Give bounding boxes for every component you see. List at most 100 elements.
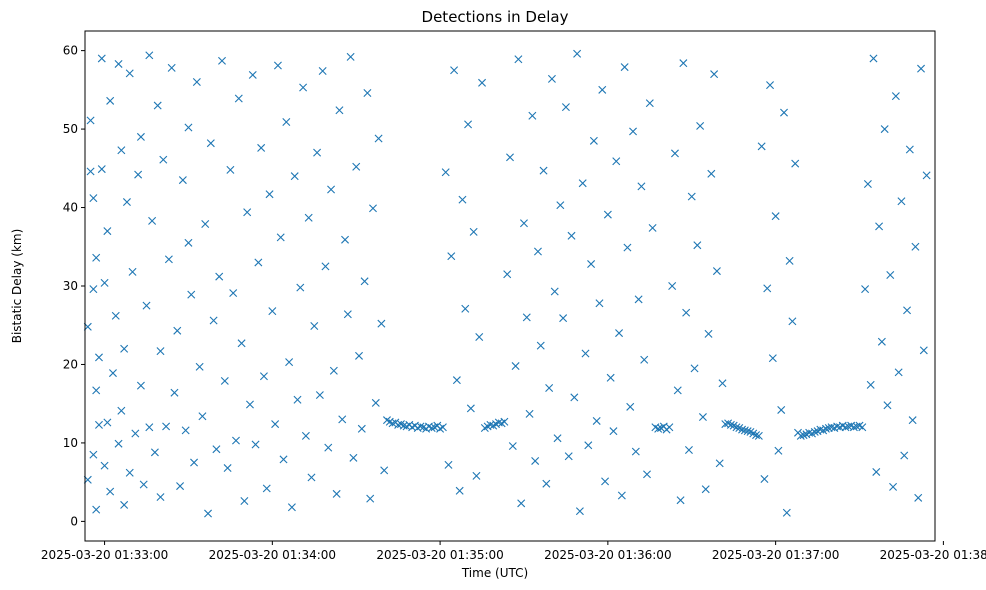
data-point (125, 69, 134, 78)
data-point (257, 143, 266, 152)
data-point (757, 142, 766, 151)
x-tick-label: 2025-03-20 01:35:00 (376, 548, 503, 562)
data-point (676, 496, 685, 505)
data-point (788, 317, 797, 326)
data-point (371, 398, 380, 407)
data-point (556, 201, 565, 210)
data-point (752, 431, 761, 440)
data-point (416, 422, 425, 431)
data-point (712, 267, 721, 276)
data-point (587, 260, 596, 269)
data-point (710, 70, 719, 79)
data-point (886, 271, 895, 280)
data-point (198, 412, 207, 421)
data-point (190, 458, 199, 467)
data-point (92, 386, 101, 395)
data-point (539, 166, 548, 175)
data-point (536, 341, 545, 350)
data-point (905, 145, 914, 154)
data-point (125, 468, 134, 477)
data-point (726, 420, 735, 429)
data-point (679, 59, 688, 68)
y-tick-label: 40 (63, 201, 78, 215)
data-point (150, 448, 159, 457)
data-point (338, 415, 347, 424)
data-point (346, 52, 355, 61)
data-point (282, 118, 291, 127)
data-point (117, 146, 126, 155)
data-point (240, 496, 249, 505)
data-point (447, 252, 456, 261)
data-point (201, 220, 210, 229)
data-point (631, 447, 640, 456)
data-point (97, 54, 106, 63)
data-point (858, 423, 867, 432)
y-tick-label: 60 (63, 44, 78, 58)
data-point (117, 406, 126, 415)
data-point (164, 255, 173, 264)
data-point (478, 78, 487, 87)
data-point (156, 493, 165, 502)
data-point (601, 477, 610, 486)
data-point (215, 272, 224, 281)
scatter-marks (83, 49, 931, 518)
data-point (668, 282, 677, 290)
data-point (682, 308, 691, 317)
data-point (89, 194, 98, 203)
data-point (136, 132, 145, 141)
data-point (271, 420, 280, 429)
data-point (265, 190, 274, 199)
data-point (777, 405, 786, 414)
data-point (329, 366, 338, 375)
data-point (894, 368, 903, 377)
data-point (103, 227, 112, 236)
data-point (472, 471, 481, 480)
data-point (475, 333, 484, 341)
data-point (617, 491, 626, 500)
data-point (89, 285, 98, 294)
data-point (455, 486, 464, 495)
data-point (687, 192, 696, 201)
data-point (296, 283, 305, 292)
data-point (259, 372, 268, 381)
data-point (598, 85, 607, 94)
data-point (469, 227, 478, 236)
data-point (701, 485, 710, 494)
data-point (869, 54, 878, 63)
data-point (332, 489, 341, 498)
data-point (94, 353, 103, 362)
data-point (204, 509, 213, 518)
data-point (673, 386, 682, 395)
data-point (609, 427, 618, 436)
data-point (209, 316, 218, 325)
data-point (511, 362, 520, 371)
data-point (595, 299, 604, 308)
data-point (243, 208, 252, 217)
data-point (206, 139, 215, 148)
data-point (89, 450, 98, 459)
data-point (573, 49, 582, 58)
data-point (567, 231, 576, 240)
data-point (148, 216, 157, 225)
data-point (192, 78, 201, 86)
data-point (145, 51, 154, 60)
data-point (134, 170, 143, 179)
data-point (315, 391, 324, 400)
y-axis: 0 10 20 30 40 50 60 (63, 44, 85, 528)
data-point (503, 270, 512, 279)
data-point (578, 179, 587, 188)
data-point (528, 111, 537, 120)
data-point (293, 395, 302, 404)
data-point (195, 362, 204, 371)
data-point (111, 311, 120, 320)
data-point (629, 127, 638, 136)
data-point (553, 434, 562, 443)
data-point (103, 418, 112, 427)
data-point (251, 440, 260, 449)
data-point (427, 424, 436, 433)
data-point (170, 388, 179, 397)
data-point (178, 176, 187, 185)
data-point (349, 453, 358, 462)
data-point (531, 456, 540, 465)
data-point (785, 256, 794, 265)
